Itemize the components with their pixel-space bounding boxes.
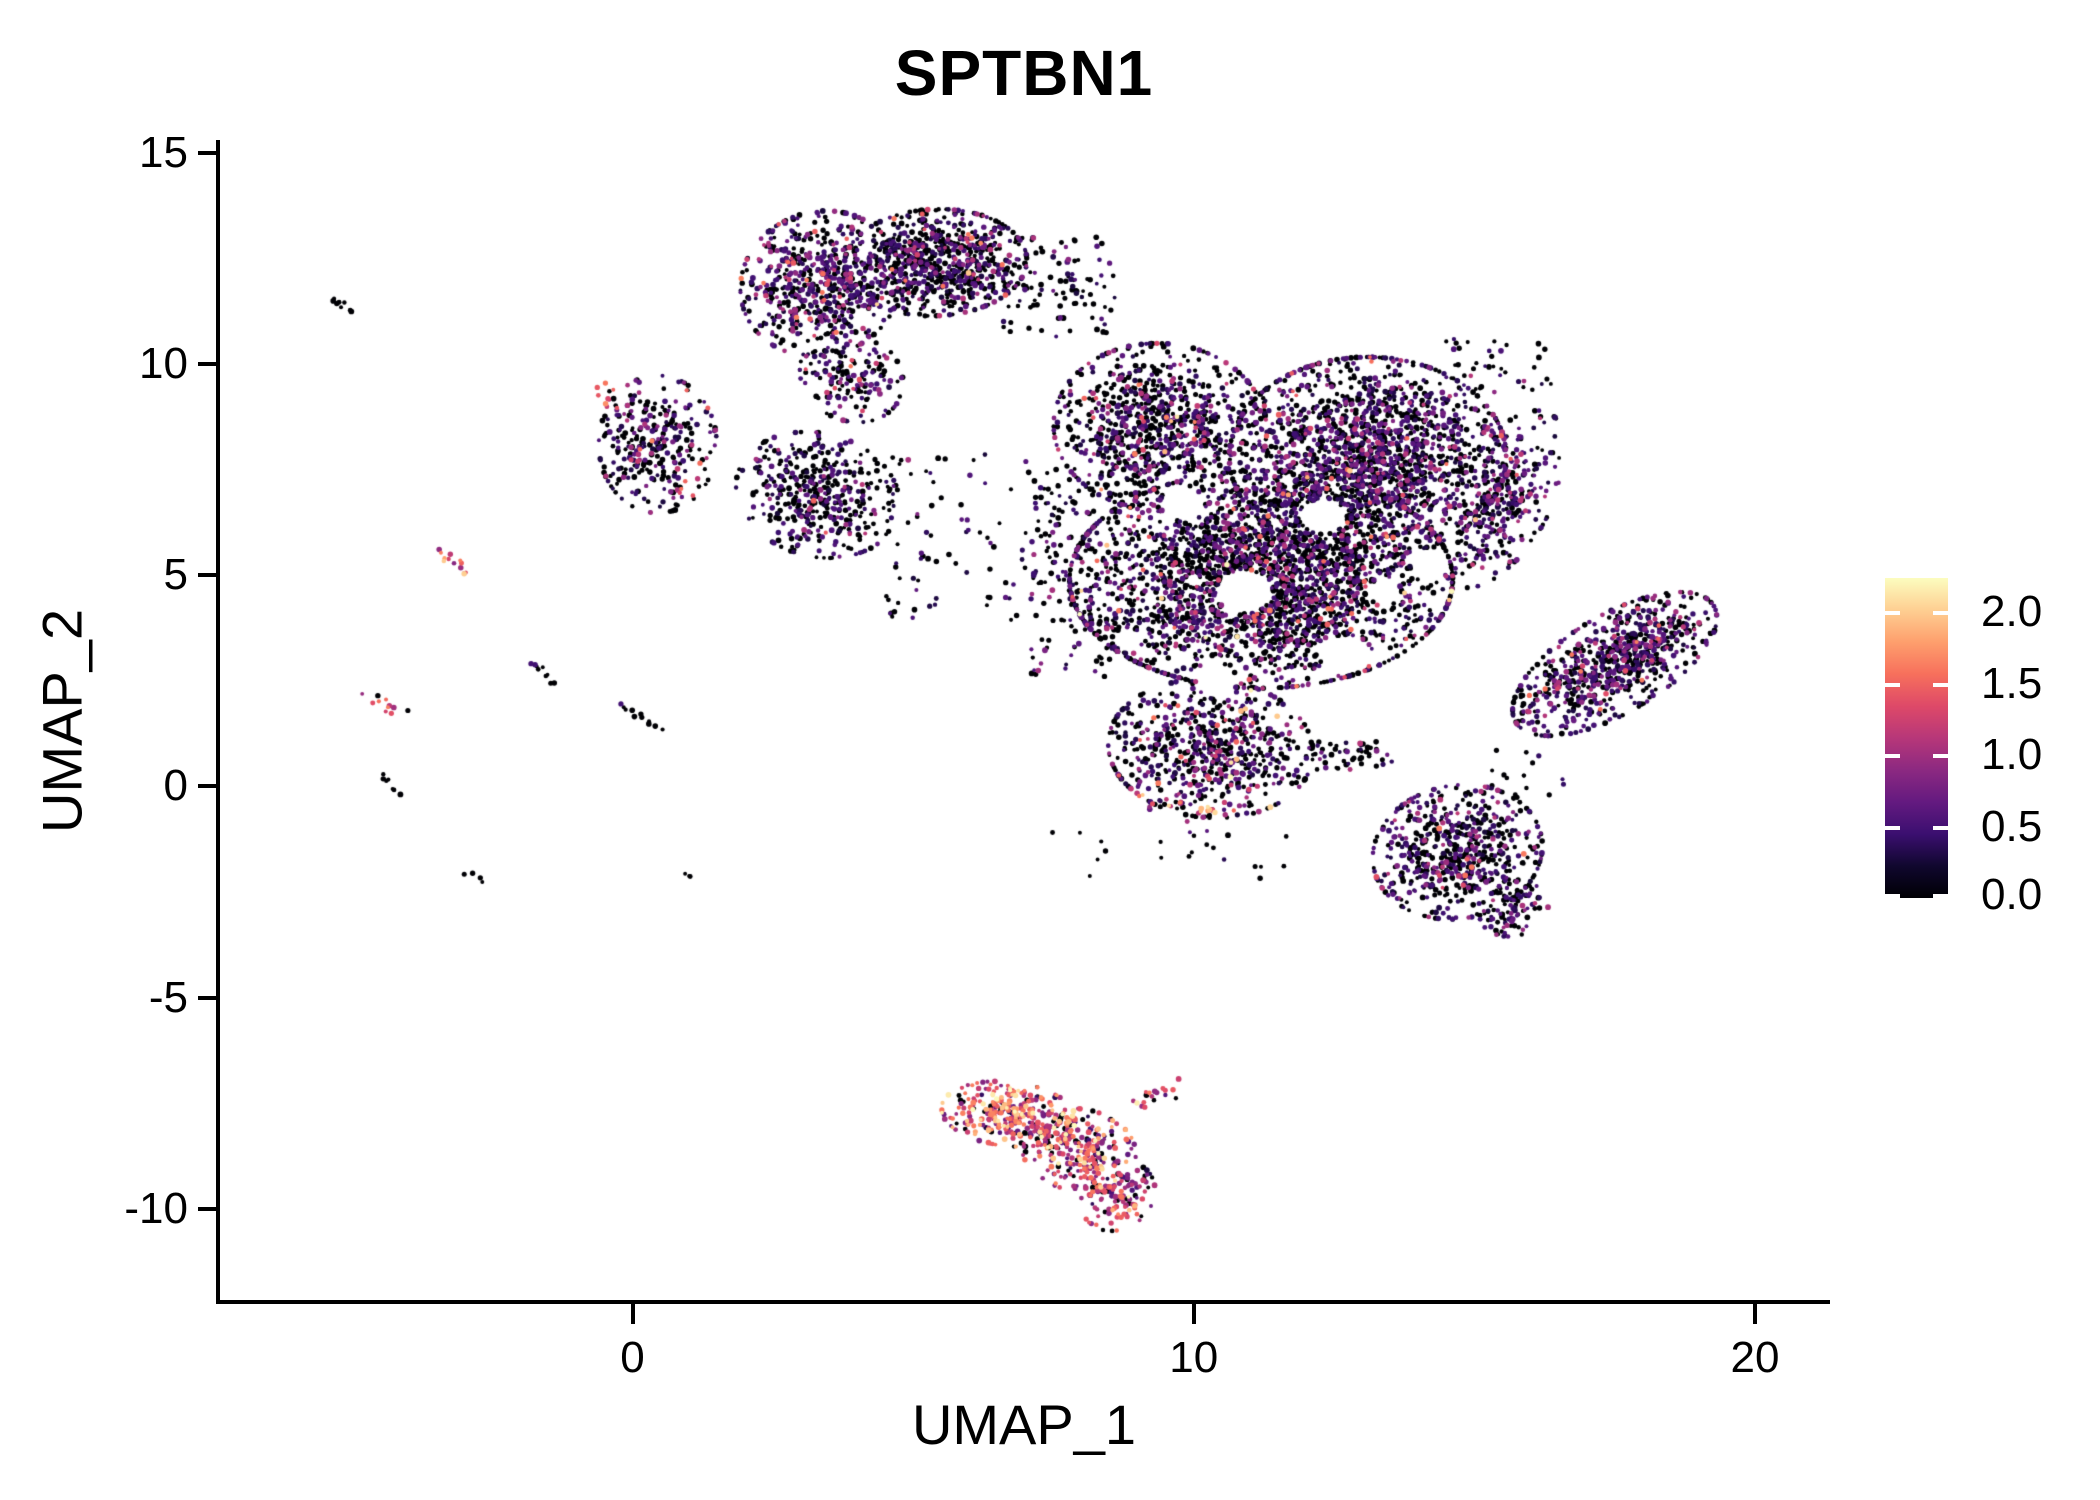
colorbar-tick-label: 1.0 — [1981, 730, 2043, 780]
y-axis-line — [216, 140, 220, 1304]
x-axis-title: UMAP_1 — [911, 1393, 1137, 1456]
y-tick-label: 15 — [139, 127, 188, 177]
colorbar-tick — [1933, 682, 1948, 687]
y-tick-label: 5 — [163, 550, 188, 600]
colorbar-tick-label: 1.5 — [1981, 658, 2043, 708]
colorbar-tick — [1885, 682, 1900, 687]
y-tick-mark — [198, 1207, 218, 1212]
y-tick-label: 0 — [163, 761, 188, 811]
colorbar-tick-label: 2.0 — [1981, 587, 2043, 637]
y-tick-mark — [198, 784, 218, 789]
colorbar-tick — [1933, 894, 1948, 898]
colorbar-tick — [1885, 754, 1900, 759]
y-tick-mark — [198, 573, 218, 578]
y-axis-title: UMAP_2 — [30, 608, 94, 834]
plot-title: SPTBN1 — [894, 37, 1154, 109]
colorbar-tick — [1933, 611, 1948, 616]
y-tick-mark — [198, 995, 218, 1000]
x-tick-mark — [1191, 1304, 1196, 1324]
colorbar-tick — [1885, 894, 1900, 898]
x-tick-label: 10 — [1169, 1333, 1219, 1382]
x-axis-line — [216, 1300, 1830, 1304]
x-tick-label: 20 — [1730, 1333, 1780, 1382]
colorbar-tick — [1885, 825, 1900, 830]
y-tick-mark — [198, 150, 218, 155]
y-tick-label: 10 — [139, 338, 188, 388]
colorbar-tick — [1885, 611, 1900, 616]
colorbar-gradient — [1885, 578, 1948, 898]
x-tick-mark — [630, 1304, 635, 1324]
y-tick-label: -5 — [148, 972, 188, 1022]
colorbar-tick — [1933, 754, 1948, 759]
y-tick-mark — [198, 361, 218, 366]
x-tick-mark — [1753, 1304, 1758, 1324]
colorbar-tick-label: 0.5 — [1981, 801, 2043, 851]
colorbar-tick — [1933, 825, 1948, 830]
colorbar-tick-label: 0.0 — [1981, 870, 2043, 919]
x-tick-label: 0 — [620, 1333, 645, 1382]
y-tick-label: -10 — [124, 1184, 188, 1234]
